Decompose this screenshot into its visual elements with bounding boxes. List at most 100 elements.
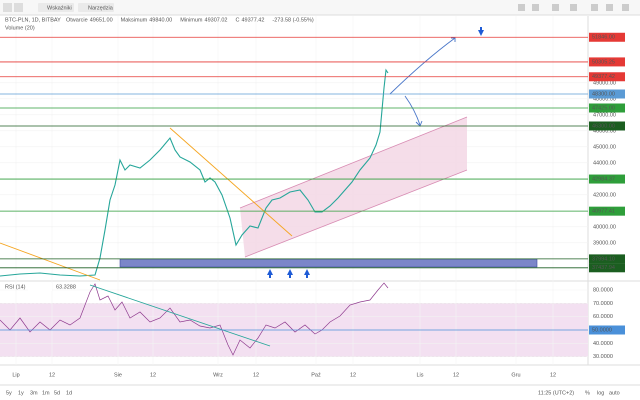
price-tick-label: 49000.00 [593,80,616,86]
symbol: BTC-PLN, 1D, BITBAY [5,17,61,23]
rsi-tick-label: 60.0000 [593,314,613,320]
level-label: 40977.41 [592,209,615,215]
level-box [589,206,625,216]
time-label: 12 [253,372,259,378]
level-label: 46300.00 [592,123,615,129]
forecast-arrow [404,95,421,126]
field-value: 49840.00 [149,17,172,23]
level-label: 51846.00 [592,35,615,41]
price-tick-label: 45000.00 [593,144,616,150]
channel-line [239,116,468,209]
undo[interactable] [518,4,525,11]
range-button[interactable]: 1m [42,390,50,396]
field-label: Otwarcie [66,17,88,23]
range-button[interactable]: 5y [6,390,12,396]
indicators-button[interactable] [38,3,74,12]
range-button[interactable]: 1y [18,390,24,396]
level-box [589,325,625,335]
toolbar-icons [518,4,629,11]
level-box [589,121,625,131]
rsi-title: RSI (14) [5,284,26,290]
redo[interactable] [532,4,539,11]
level-label: 47425.00 [592,105,615,111]
share[interactable] [606,4,613,11]
level-label: 37994.10 [592,256,615,262]
level-label: 50305.25 [592,59,615,65]
trend-line [0,242,101,281]
time-label: Lis [416,372,423,378]
level-box [589,72,625,82]
price-line [0,68,389,277]
forecast-arrow [389,37,456,95]
up-arrow [287,269,293,278]
field-label: Maksimum [121,17,148,23]
time-label: Lip [12,372,19,378]
up-arrow [304,269,310,278]
settings[interactable] [570,4,577,11]
scale-option[interactable]: auto [609,390,620,396]
time-label: Paź [311,372,321,378]
rsi-line [0,282,389,356]
price-tick-label: 39000.00 [593,240,616,246]
level-box [589,174,625,184]
rsi-tick-label: 30.0000 [593,354,613,360]
rsi-tick-label: 80.0000 [593,287,613,293]
fullscreen[interactable] [552,4,559,11]
range-button[interactable]: 3m [30,390,38,396]
field-label: Minimum [180,17,203,23]
time-label: 12 [453,372,459,378]
time-label: 12 [49,372,55,378]
level-box [589,254,625,264]
rsi-trend-line [89,284,271,347]
level-label: 42984.37 [592,177,615,183]
clock: 11:25 (UTC+2) [538,390,574,396]
scale-option[interactable]: log [597,390,604,396]
camera[interactable] [622,4,629,11]
level-box [589,57,625,67]
field-value: 49307.02 [205,17,228,23]
change: -273.58 (-0.55%) [272,17,313,23]
trend-line [169,127,293,237]
down-arrow [478,27,484,36]
time-label: 12 [350,372,356,378]
range-button[interactable]: 5d [54,390,60,396]
toolbar [0,0,640,15]
price-tick-label: 46000.00 [593,128,616,134]
indicators-label: Wskaźniki [47,5,72,11]
volume-label: Volume (20) [5,25,35,31]
rsi-value: 63.3288 [56,284,76,290]
button[interactable] [3,3,12,12]
price-tick-label: 44000.00 [593,160,616,166]
time-label: Sie [114,372,122,378]
up-arrow [267,269,273,278]
tools-label: Narzędzia [88,5,114,11]
channel [240,117,467,257]
level-box [589,103,625,113]
price-tick-label: 42000.00 [593,192,616,198]
time-label: Wrz [213,372,223,378]
level-label: 48300.00 [592,91,615,97]
arrow-head [451,37,456,42]
field-label: C [235,17,239,23]
button[interactable] [14,3,23,12]
save[interactable] [591,4,598,11]
price-tick-label: 40000.00 [593,224,616,230]
time-label: 12 [150,372,156,378]
time-label: Gru [511,372,520,378]
level-box [589,32,625,42]
rsi-value-box [28,283,52,291]
level-box [589,263,625,273]
range-button[interactable]: 1d [66,390,72,396]
price-tick-label: 48000.00 [593,96,616,102]
level-label: 50.0000 [592,327,612,333]
rsi-tick-label: 40.0000 [593,341,613,347]
rsi-tick-label: 70.0000 [593,301,613,307]
scale-option[interactable]: % [585,390,590,396]
level-label: 49377.42 [592,74,615,80]
price-tick-label: 47000.00 [593,112,616,118]
level-label: 37437.94 [592,265,615,271]
tools-button[interactable] [78,3,114,12]
support-zone [119,258,538,268]
channel-line [244,169,468,258]
